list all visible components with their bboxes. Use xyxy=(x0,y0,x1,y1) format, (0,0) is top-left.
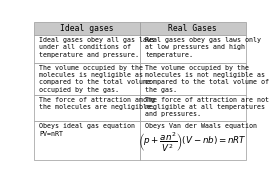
Bar xyxy=(140,95,246,121)
Text: PV=nRT: PV=nRT xyxy=(39,131,63,137)
Text: Obeys ideal gas equation: Obeys ideal gas equation xyxy=(39,123,135,129)
Bar xyxy=(140,35,246,63)
Bar xyxy=(34,95,140,121)
Bar xyxy=(34,121,140,160)
Bar xyxy=(140,22,246,35)
Bar xyxy=(34,35,140,63)
Text: Real gases obey gas laws only
at low pressures and high
temperature.: Real gases obey gas laws only at low pre… xyxy=(145,37,261,58)
Text: Ideal gases obey all gas laws
under all conditions of
temperature and pressure.: Ideal gases obey all gas laws under all … xyxy=(39,37,155,58)
Bar xyxy=(140,121,246,160)
Bar xyxy=(34,22,140,35)
Text: Ideal gases: Ideal gases xyxy=(60,24,114,33)
Text: Real Gases: Real Gases xyxy=(168,24,217,33)
Text: $\left(p + \dfrac{an^2}{V^2}\right)(V-nb) = nRT$: $\left(p + \dfrac{an^2}{V^2}\right)(V-nb… xyxy=(138,130,247,154)
Text: The volume occupied by the
molecules is negligible as
compared to the total volu: The volume occupied by the molecules is … xyxy=(39,65,152,93)
Text: Obeys Van der Waals equation: Obeys Van der Waals equation xyxy=(145,123,257,129)
Text: The force of attraction are not
negligible at all temperatures
and pressures.: The force of attraction are not negligib… xyxy=(145,97,269,117)
Bar xyxy=(34,63,140,95)
Text: The force of attraction among
the molecules are negligible.: The force of attraction among the molecu… xyxy=(39,97,155,110)
Text: The volume occupied by the
molecules is not negligible as
compared to the total : The volume occupied by the molecules is … xyxy=(145,65,269,93)
Bar xyxy=(140,63,246,95)
